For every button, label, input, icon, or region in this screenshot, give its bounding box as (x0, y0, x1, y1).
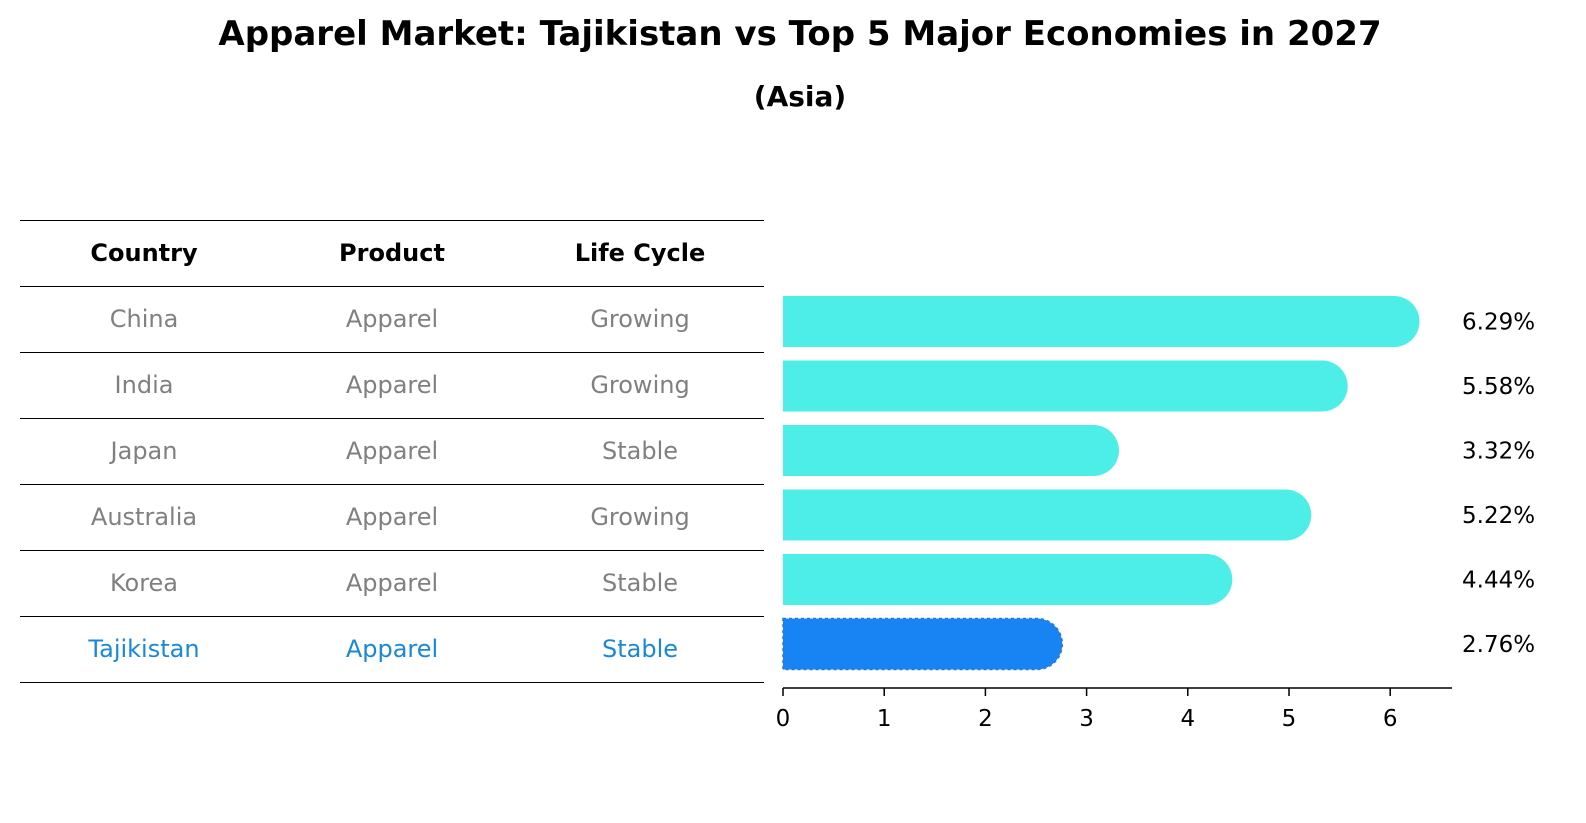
table-cell-country: India (114, 371, 174, 399)
table-row-rule (20, 484, 764, 485)
table-cell-life-cycle: Growing (590, 305, 690, 333)
table-cell-life-cycle: Growing (590, 371, 690, 399)
table-top-rule (20, 220, 764, 221)
x-tick-label: 1 (877, 706, 892, 732)
bar-india (783, 360, 1348, 412)
x-tick-label: 4 (1180, 706, 1195, 732)
table-cell-life-cycle: Growing (590, 503, 690, 531)
x-tick-label: 3 (1079, 706, 1094, 732)
bar-australia (783, 489, 1312, 541)
table-cell-country: Australia (90, 503, 198, 531)
x-tick-label: 5 (1282, 706, 1297, 732)
table-cell-life-cycle: Stable (601, 569, 679, 597)
table-cell-life-cycle: Stable (601, 437, 679, 465)
table-row-rule (20, 418, 764, 419)
table-cell-product: Apparel (345, 635, 439, 663)
table-row-rule (20, 352, 764, 353)
column-header-product: Product (339, 239, 445, 267)
table-cell-life-cycle: Stable (601, 635, 679, 663)
bar-tajikistan (782, 617, 1064, 671)
bar-japan (783, 425, 1119, 476)
x-tick-label: 2 (978, 706, 993, 732)
bar-korea (783, 554, 1233, 605)
column-header-life-cycle: Life Cycle (574, 239, 706, 267)
bar-china (783, 296, 1420, 347)
table-cell-product: Apparel (345, 437, 439, 465)
table-cell-product: Apparel (345, 569, 439, 597)
table-row-rule (20, 616, 764, 617)
table-cell-product: Apparel (345, 371, 439, 399)
table-header-rule (20, 286, 764, 287)
table-cell-country: Tajikistan (88, 635, 200, 663)
chart-title: Apparel Market: Tajikistan vs Top 5 Majo… (218, 14, 1382, 54)
table-cell-country: Japan (110, 437, 178, 465)
table-row-rule (20, 682, 764, 683)
column-header-country: Country (90, 239, 198, 267)
bar-value-label: 4.44% (1462, 568, 1535, 594)
bar-value-label: 5.58% (1462, 374, 1535, 400)
x-tick-label: 0 (776, 706, 791, 732)
bar-value-label: 3.32% (1462, 439, 1535, 465)
table-cell-country: Korea (109, 569, 179, 597)
table-cell-country: China (109, 305, 179, 333)
bar-value-label: 2.76% (1462, 632, 1535, 658)
chart-subtitle: (Asia) (753, 80, 847, 113)
bar-value-label: 6.29% (1462, 310, 1535, 336)
table-cell-product: Apparel (345, 305, 439, 333)
bar-value-label: 5.22% (1462, 503, 1535, 529)
x-tick-label: 6 (1383, 706, 1398, 732)
table-cell-product: Apparel (345, 503, 439, 531)
table-row-rule (20, 550, 764, 551)
